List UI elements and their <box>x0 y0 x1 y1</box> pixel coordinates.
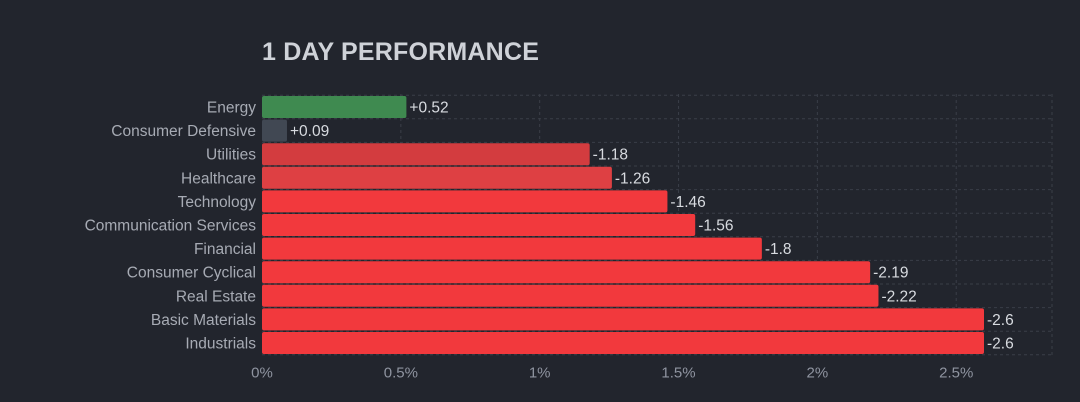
value-label-energy: +0.52 <box>409 100 448 117</box>
x-tick-label: 1.5% <box>661 365 695 382</box>
x-tick-label: 2% <box>807 365 829 382</box>
value-label-healthcare: -1.26 <box>615 170 650 187</box>
value-label-real-estate: -2.22 <box>881 288 916 305</box>
value-labels: +0.52 +0.09 -1.18 -1.26 -1.46 -1.56 -1.8 -2.19 -… <box>290 100 1014 353</box>
category-label-real-estate: Real Estate <box>176 288 256 305</box>
bars <box>262 96 984 354</box>
category-label-basic-materials: Basic Materials <box>151 312 256 329</box>
bar-consumer-cyclical <box>262 261 871 284</box>
value-label-communication-services: -1.56 <box>698 218 733 235</box>
value-label-utilities: -1.18 <box>593 147 628 164</box>
category-label-energy: Energy <box>207 100 256 117</box>
chart-title: 1 DAY PERFORMANCE <box>262 38 540 66</box>
category-label-communication-services: Communication Services <box>85 218 257 235</box>
category-label-financial: Financial <box>194 241 256 258</box>
category-label-utilities: Utilities <box>206 147 256 164</box>
value-label-financial: -1.8 <box>765 241 792 258</box>
x-axis-ticks: 0% 0.5% 1% 1.5% 2% 2.5% <box>251 365 973 382</box>
value-label-basic-materials: -2.6 <box>987 312 1014 329</box>
value-label-technology: -1.46 <box>670 194 705 211</box>
value-label-industrials: -2.6 <box>987 336 1014 353</box>
category-label-consumer-cyclical: Consumer Cyclical <box>127 265 256 282</box>
x-tick-label: 0.5% <box>384 365 418 382</box>
bar-energy <box>262 96 407 118</box>
category-label-consumer-defensive: Consumer Defensive <box>111 123 256 140</box>
x-tick-label: 0% <box>251 365 273 382</box>
x-tick-label: 1% <box>529 365 551 382</box>
bar-healthcare <box>262 166 612 189</box>
bar-utilities <box>262 143 590 166</box>
bar-real-estate <box>262 284 879 307</box>
bar-basic-materials <box>262 308 984 331</box>
bar-consumer-defensive <box>262 119 287 142</box>
category-labels: Energy Consumer Defensive Utilities Healthc… <box>85 100 257 353</box>
bar-financial <box>262 237 762 260</box>
category-label-healthcare: Healthcare <box>181 170 256 187</box>
value-label-consumer-defensive: +0.09 <box>290 123 329 140</box>
bar-technology <box>262 190 668 213</box>
category-label-technology: Technology <box>178 194 257 211</box>
bar-industrials <box>262 332 984 354</box>
category-label-industrials: Industrials <box>185 336 256 353</box>
x-tick-label: 2.5% <box>939 365 973 382</box>
value-label-consumer-cyclical: -2.19 <box>873 265 908 282</box>
bar-communication-services <box>262 214 696 236</box>
